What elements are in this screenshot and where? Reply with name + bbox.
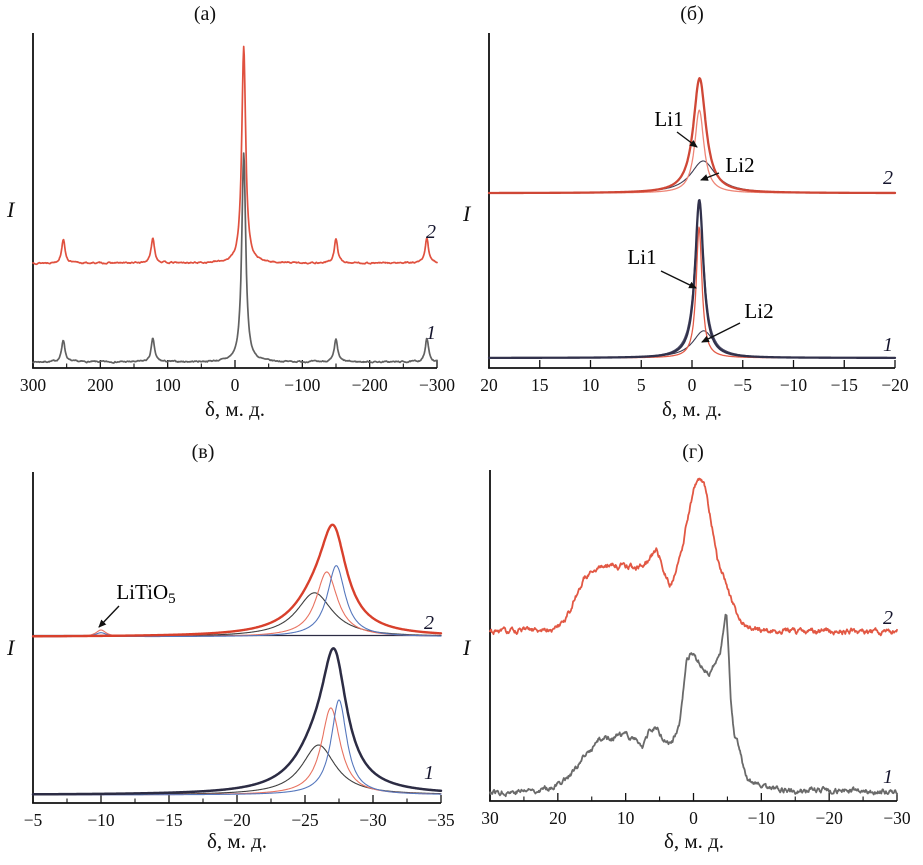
annotation-li1: Li1 bbox=[654, 107, 683, 131]
panel-b-title: (б) bbox=[680, 3, 704, 25]
panel-a-title: (а) bbox=[193, 3, 217, 25]
x-tick-label: −100 bbox=[284, 375, 320, 395]
panel-v-ylabel: I bbox=[7, 635, 15, 660]
x-tick-label: −20 bbox=[815, 808, 843, 828]
x-tick-label: 20 bbox=[549, 808, 567, 828]
series-spectrum-2 bbox=[489, 477, 898, 637]
x-tick-label: 20 bbox=[480, 375, 498, 395]
panel-a-xlabel: δ, м. д. bbox=[204, 397, 266, 421]
series-2-component-Li2 bbox=[488, 160, 896, 194]
curve-label-2: 2 bbox=[883, 607, 893, 629]
panel-b: (б) I 20 15 10 5 0 −5 −10 −15 −20 2 1 Li1 Li2 Li1 Li2 … bbox=[462, 0, 923, 430]
annotation-arrow bbox=[700, 172, 720, 181]
series-1-component-c bbox=[32, 699, 442, 796]
x-tick-label: −15 bbox=[831, 375, 859, 395]
series-2-component-b bbox=[32, 571, 442, 638]
annotation-litio: LiTiO5 bbox=[116, 580, 175, 607]
series-1-component-b bbox=[32, 707, 442, 796]
series-2-total bbox=[31, 523, 443, 638]
annotation-li1: Li1 bbox=[627, 245, 656, 269]
x-tick-label: −300 bbox=[419, 375, 455, 395]
x-tick-label: 100 bbox=[155, 375, 182, 395]
x-tick-label: 5 bbox=[637, 375, 646, 395]
series-spectrum-1 bbox=[489, 613, 898, 798]
x-tick-label: 15 bbox=[531, 375, 549, 395]
x-tick-label: 30 bbox=[481, 808, 499, 828]
x-tick-label: −30 bbox=[883, 808, 911, 828]
annotation-arrow bbox=[660, 270, 697, 289]
panel-b-xlabel: δ, м. д. bbox=[661, 397, 723, 421]
x-tick-label: −35 bbox=[427, 810, 455, 830]
annotation-arrow bbox=[676, 131, 698, 148]
annotation-li2: Li2 bbox=[744, 299, 773, 323]
panel-g-plot: 30 20 10 0 −10 −20 −30 2 1 bbox=[481, 470, 911, 828]
series-spectrum-2 bbox=[32, 45, 438, 266]
panel-b-ylabel: I bbox=[463, 201, 471, 226]
x-tick-label: −10 bbox=[87, 810, 115, 830]
annotation-arrow bbox=[98, 605, 120, 628]
x-tick-label: 0 bbox=[231, 375, 240, 395]
x-tick-label: −20 bbox=[223, 810, 251, 830]
panel-v: (в) I −5 −10 −15 −20 −25 −30 −35 2 1 LiTiO5 δ, м.… bbox=[0, 430, 462, 865]
series-2-component-Li1 bbox=[488, 109, 896, 194]
series-2-component-c bbox=[32, 565, 442, 638]
panel-b-plot: 20 15 10 5 0 −5 −10 −15 −20 2 1 Li1 Li2 Li1 Li2 bbox=[480, 33, 909, 395]
series-1-component-Li1 bbox=[488, 226, 896, 359]
curve-label-2: 2 bbox=[424, 612, 434, 634]
x-tick-label: 10 bbox=[582, 375, 600, 395]
annotation-arrow bbox=[701, 322, 741, 343]
panel-a-ylabel: I bbox=[7, 197, 15, 222]
curve-label-1: 1 bbox=[424, 762, 434, 784]
x-tick-label: 0 bbox=[689, 808, 698, 828]
panel-a-plot: 300 200 100 0 −100 −200 −300 2 1 bbox=[20, 33, 455, 395]
x-tick-label: −5 bbox=[733, 375, 752, 395]
x-tick-label: −25 bbox=[291, 810, 319, 830]
panel-v-title: (в) bbox=[191, 441, 215, 463]
panel-v-xlabel: δ, м. д. bbox=[206, 829, 268, 853]
panel-g-xlabel: δ, м. д. bbox=[663, 829, 725, 853]
x-tick-label: 300 bbox=[20, 375, 47, 395]
x-tick-label: −10 bbox=[780, 375, 808, 395]
x-tick-label: −20 bbox=[881, 375, 909, 395]
x-tick-label: −10 bbox=[748, 808, 776, 828]
panel-g-ylabel: I bbox=[463, 635, 471, 660]
annotation-li2: Li2 bbox=[725, 153, 754, 177]
curve-label-1: 1 bbox=[883, 766, 893, 788]
series-spectrum-1 bbox=[32, 152, 438, 364]
curve-label-2: 2 bbox=[883, 167, 893, 189]
series-1-experimental bbox=[487, 199, 897, 360]
curve-label-1: 1 bbox=[883, 334, 893, 356]
curve-label-2: 2 bbox=[426, 221, 436, 243]
panel-v-plot: −5 −10 −15 −20 −25 −30 −35 2 1 LiTiO5 bbox=[24, 472, 455, 830]
x-tick-label: −30 bbox=[359, 810, 387, 830]
series-2-experimental bbox=[487, 77, 897, 195]
series-1-total bbox=[31, 647, 443, 796]
x-tick-label: 10 bbox=[617, 808, 635, 828]
panel-g-title: (г) bbox=[682, 441, 704, 463]
x-tick-label: −5 bbox=[24, 810, 43, 830]
x-tick-label: −200 bbox=[352, 375, 388, 395]
x-tick-label: −15 bbox=[155, 810, 183, 830]
curve-label-1: 1 bbox=[426, 322, 436, 344]
x-tick-label: 0 bbox=[688, 375, 697, 395]
panel-a: (а) I 300 200 100 0 −100 −200 −300 2 1 δ, м. д. bbox=[0, 0, 462, 430]
x-tick-label: 200 bbox=[87, 375, 114, 395]
panel-g: (г) I 30 20 10 0 −10 −20 −30 2 1 δ, м. д. bbox=[462, 430, 923, 865]
